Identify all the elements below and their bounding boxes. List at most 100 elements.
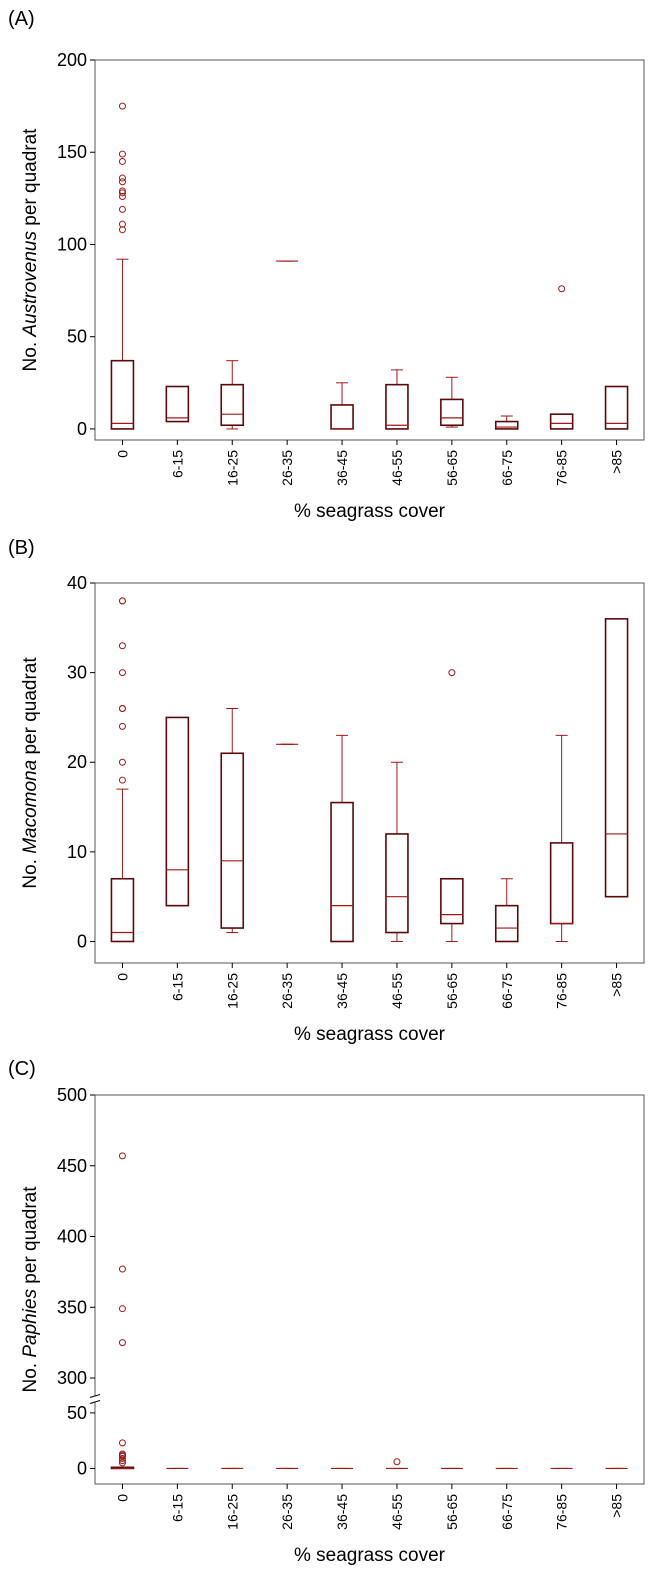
iqr-box [549, 842, 574, 925]
outlier-point [558, 285, 566, 293]
x-tick-label-56-65: 56-65 [444, 1494, 460, 1530]
y-tick-label: 10 [67, 842, 87, 862]
axis-break-gap [89, 1396, 101, 1403]
iqr-box [110, 359, 135, 430]
x-tick-label-6-15: 6-15 [169, 1494, 185, 1522]
plot-frame [94, 1094, 645, 1485]
box-0 [110, 597, 135, 943]
box-36-45 [330, 734, 354, 943]
outlier-point [118, 174, 126, 182]
outlier-point [118, 1454, 126, 1462]
x-tick-label-66-75: 66-75 [499, 973, 515, 1009]
y-axis-title: No. Austrovenus per quadrat [20, 128, 41, 372]
x-axis-title: % seagrass cover [294, 1545, 446, 1566]
x-tick-label-gt85: >85 [609, 1494, 625, 1518]
iqr-box [440, 398, 464, 427]
outlier-point [118, 597, 126, 605]
y-axis-title-taxon: Macomona [20, 760, 41, 854]
y-axis-title: No. Macomona per quadrat [20, 657, 41, 889]
outlier-point [118, 189, 126, 197]
y-tick-label: 0 [77, 1458, 87, 1478]
outlier-point [448, 669, 456, 677]
x-tick-label-26-35: 26-35 [279, 450, 295, 486]
x-axis-title: % seagrass cover [294, 501, 446, 522]
x-tick-label-66-75: 66-75 [499, 1494, 515, 1530]
iqr-box [330, 801, 354, 943]
outlier-point [118, 1450, 126, 1458]
x-tick-label-0: 0 [114, 1494, 130, 1502]
boxplot-paphies: 0 50 300 350 400 450 500 0 6-15 16-25 26-35 36-45 46… [20, 1085, 645, 1566]
outlier-point [118, 776, 126, 784]
y-tick-label: 0 [77, 931, 87, 951]
panel-label-a: (A) [8, 8, 35, 30]
x-tick-label-46-55: 46-55 [389, 973, 405, 1009]
box-46-55 [385, 369, 409, 430]
box-66-75 [494, 415, 519, 430]
y-tick-label: 200 [57, 50, 87, 70]
x-tick-label-16-25: 16-25 [224, 450, 240, 486]
box-76-85 [549, 285, 574, 430]
y-tick-label: 150 [57, 142, 87, 162]
y-axis-title-prefix: No. [20, 1358, 41, 1393]
outlier-point [118, 1305, 126, 1313]
outlier-point [118, 1152, 126, 1160]
x-tick-label-0: 0 [114, 450, 130, 458]
boxplot-macomona: 0 10 20 30 40 0 6-15 16-25 26-35 36-45 46-55 56-65 6… [20, 573, 645, 1045]
box-16-25 [220, 707, 245, 934]
x-tick-label-36-45: 36-45 [334, 450, 350, 486]
outlier-point [118, 1265, 126, 1273]
outlier-point [118, 102, 126, 110]
iqr-box [549, 413, 574, 430]
x-tick-label-6-15: 6-15 [169, 973, 185, 1001]
x-tick-label-16-25: 16-25 [224, 1494, 240, 1530]
x-tick-label-76-85: 76-85 [554, 450, 570, 486]
outlier-point [118, 1339, 126, 1347]
outlier-point [118, 704, 126, 712]
outlier-point [118, 758, 126, 766]
boxplot-austrovenus: 0 50 100 150 200 0 6-15 16-25 26-35 36-45 46-55 56-… [20, 50, 645, 522]
y-tick-label: 300 [57, 1368, 87, 1388]
iqr-box [165, 716, 190, 907]
y-axis-title-suffix: per quadrat [20, 657, 41, 760]
y-tick-label: 350 [57, 1297, 87, 1317]
outlier-point [118, 1439, 126, 1447]
panel-label-c: (C) [8, 1058, 36, 1080]
y-tick-label: 50 [67, 327, 87, 347]
outlier-point [118, 722, 126, 730]
x-tick-label-gt85: >85 [609, 450, 625, 474]
x-tick-label-gt85: >85 [609, 973, 625, 997]
x-tick-label-36-45: 36-45 [334, 1494, 350, 1530]
y-tick-label: 100 [57, 234, 87, 254]
plot-frame [94, 582, 645, 964]
x-tick-label-16-25: 16-25 [224, 973, 240, 1009]
box-66-75 [494, 878, 519, 943]
y-axis-title: No. Paphies per quadrat [20, 1186, 41, 1393]
y-axis-title-suffix: per quadrat [20, 1186, 41, 1289]
outlier-point [118, 669, 126, 677]
y-axis-title-suffix: per quadrat [20, 128, 41, 231]
axis-break-mark-upper [89, 1394, 101, 1398]
y-tick-label: 400 [57, 1227, 87, 1247]
box-36-45 [330, 382, 354, 430]
x-tick-label-76-85: 76-85 [554, 1494, 570, 1530]
outlier-point [118, 187, 126, 195]
box-16-25 [220, 360, 245, 430]
x-tick-label-46-55: 46-55 [389, 1494, 405, 1530]
outlier-point [118, 642, 126, 650]
box-46-55 [385, 761, 409, 942]
iqr-box [494, 420, 519, 430]
iqr-box [385, 833, 409, 934]
outlier-point [118, 205, 126, 213]
x-tick-label-56-65: 56-65 [444, 450, 460, 486]
x-tick-label-0: 0 [114, 973, 130, 981]
box-6-15 [165, 716, 190, 907]
y-tick-label: 500 [57, 1085, 87, 1105]
x-tick-label-36-45: 36-45 [334, 973, 350, 1009]
box-46-55 [385, 1458, 408, 1470]
panel-label-b: (B) [8, 537, 35, 559]
iqr-box [604, 618, 629, 898]
iqr-box [330, 404, 354, 430]
y-tick-label: 40 [67, 573, 87, 593]
iqr-box [220, 752, 245, 929]
outlier-point [118, 157, 126, 165]
